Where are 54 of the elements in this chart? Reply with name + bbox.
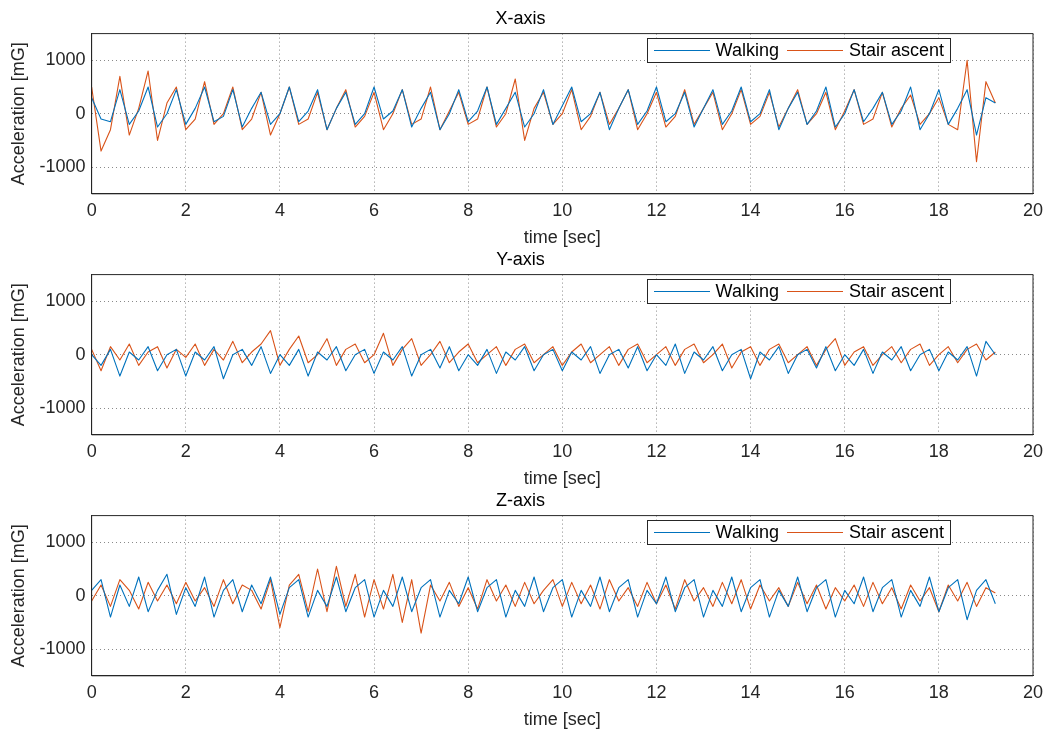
- x-tick-label: 20: [1022, 681, 1044, 702]
- legend-label: Walking: [715, 39, 779, 61]
- x-tick-label: 8: [463, 440, 474, 461]
- x-tick-label: 12: [646, 199, 667, 220]
- x-tick-label: 4: [274, 440, 285, 461]
- x-tick-label: 16: [834, 440, 855, 461]
- x-tick-label: 12: [646, 681, 667, 702]
- x-axis-title: time [sec]: [523, 468, 601, 489]
- x-tick-label: 2: [180, 199, 191, 220]
- chart-title: Z-axis: [496, 489, 545, 510]
- legend-label: Stair ascent: [848, 280, 944, 302]
- legend-label: Stair ascent: [848, 521, 944, 543]
- y-tick-label: -1000: [39, 638, 86, 659]
- chart-title: X-axis: [495, 7, 546, 28]
- x-tick-label: 20: [1022, 199, 1044, 220]
- x-tick-label: 10: [552, 199, 573, 220]
- x-tick-label: 8: [463, 199, 474, 220]
- x-tick-label: 8: [463, 681, 474, 702]
- y-tick-label: 1000: [45, 49, 86, 70]
- legend-label: Walking: [715, 521, 779, 543]
- x-tick-label: 10: [552, 440, 573, 461]
- x-tick-label: 4: [274, 199, 285, 220]
- legend-label: Walking: [715, 280, 779, 302]
- x-tick-label: 4: [274, 681, 285, 702]
- y-axis-title: Acceleration [mG]: [7, 524, 28, 668]
- x-tick-label: 18: [928, 199, 949, 220]
- y-tick-label: 1000: [45, 290, 86, 311]
- x-tick-label: 14: [740, 440, 761, 461]
- y-axis-title: Acceleration [mG]: [7, 283, 28, 427]
- x-tick-label: 6: [369, 199, 380, 220]
- chart-title: Y-axis: [496, 248, 545, 269]
- y-tick-label: -1000: [39, 156, 86, 177]
- x-tick-label: 2: [180, 681, 191, 702]
- legend-label: Stair ascent: [848, 39, 944, 61]
- x-tick-label: 2: [180, 440, 191, 461]
- y-tick-label: 0: [75, 102, 86, 123]
- x-tick-label: 20: [1022, 440, 1044, 461]
- y-axis-title: Acceleration [mG]: [7, 42, 28, 186]
- x-tick-label: 14: [740, 681, 761, 702]
- x-tick-label: 18: [928, 681, 949, 702]
- x-tick-label: 14: [740, 199, 761, 220]
- x-axis-title: time [sec]: [523, 227, 601, 248]
- y-tick-label: 1000: [45, 531, 86, 552]
- y-tick-label: 0: [75, 584, 86, 605]
- x-tick-label: 18: [928, 440, 949, 461]
- x-axis-title: time [sec]: [523, 709, 601, 730]
- y-tick-label: 0: [75, 343, 86, 364]
- x-tick-label: 10: [552, 681, 573, 702]
- y-tick-label: -1000: [39, 397, 86, 418]
- x-tick-label: 6: [369, 440, 380, 461]
- x-tick-label: 16: [834, 681, 855, 702]
- x-tick-label: 16: [834, 199, 855, 220]
- x-tick-label: 6: [369, 681, 380, 702]
- x-tick-label: 12: [646, 440, 667, 461]
